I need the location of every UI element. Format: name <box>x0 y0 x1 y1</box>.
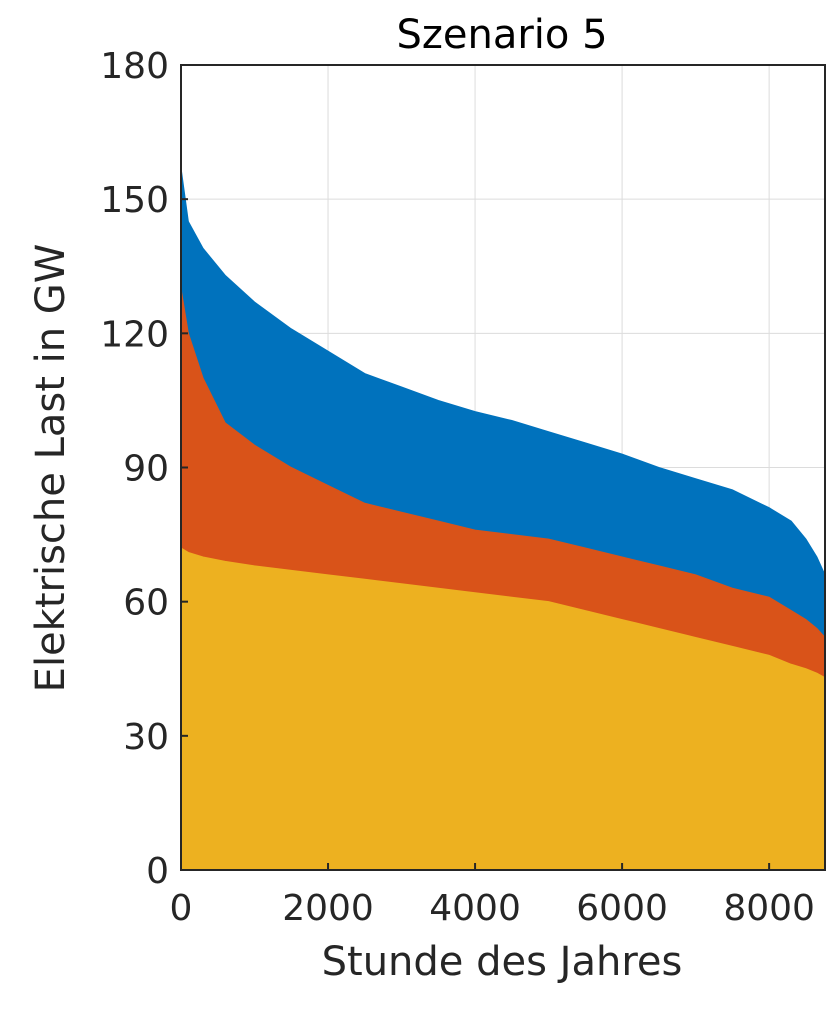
axis-ticks: 0 2000 4000 6000 8000 0 30 60 90 120 150 180 <box>100 46 815 929</box>
x-tick-label: 2000 <box>282 888 374 929</box>
x-tick-label: 0 <box>170 888 193 929</box>
x-tick-label: 8000 <box>723 888 815 929</box>
x-tick-label: 6000 <box>576 888 668 929</box>
y-tick-label: 0 <box>146 851 169 892</box>
y-axis-title: Elektrische Last in GW <box>28 244 74 693</box>
x-axis-title: Stunde des Jahres <box>322 939 683 985</box>
area-series-1 <box>180 547 826 871</box>
y-tick-label: 60 <box>123 583 169 624</box>
chart-title: Szenario 5 <box>396 12 607 58</box>
plot-areas <box>180 167 826 871</box>
y-tick-label: 30 <box>123 717 169 758</box>
x-tick-label: 4000 <box>429 888 521 929</box>
y-tick-label: 90 <box>123 449 169 490</box>
y-tick-label: 150 <box>100 180 169 221</box>
y-tick-label: 180 <box>100 46 169 87</box>
y-tick-label: 120 <box>100 314 169 355</box>
